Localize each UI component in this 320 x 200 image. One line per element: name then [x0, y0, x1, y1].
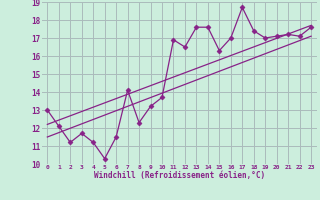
X-axis label: Windchill (Refroidissement éolien,°C): Windchill (Refroidissement éolien,°C): [94, 171, 265, 180]
